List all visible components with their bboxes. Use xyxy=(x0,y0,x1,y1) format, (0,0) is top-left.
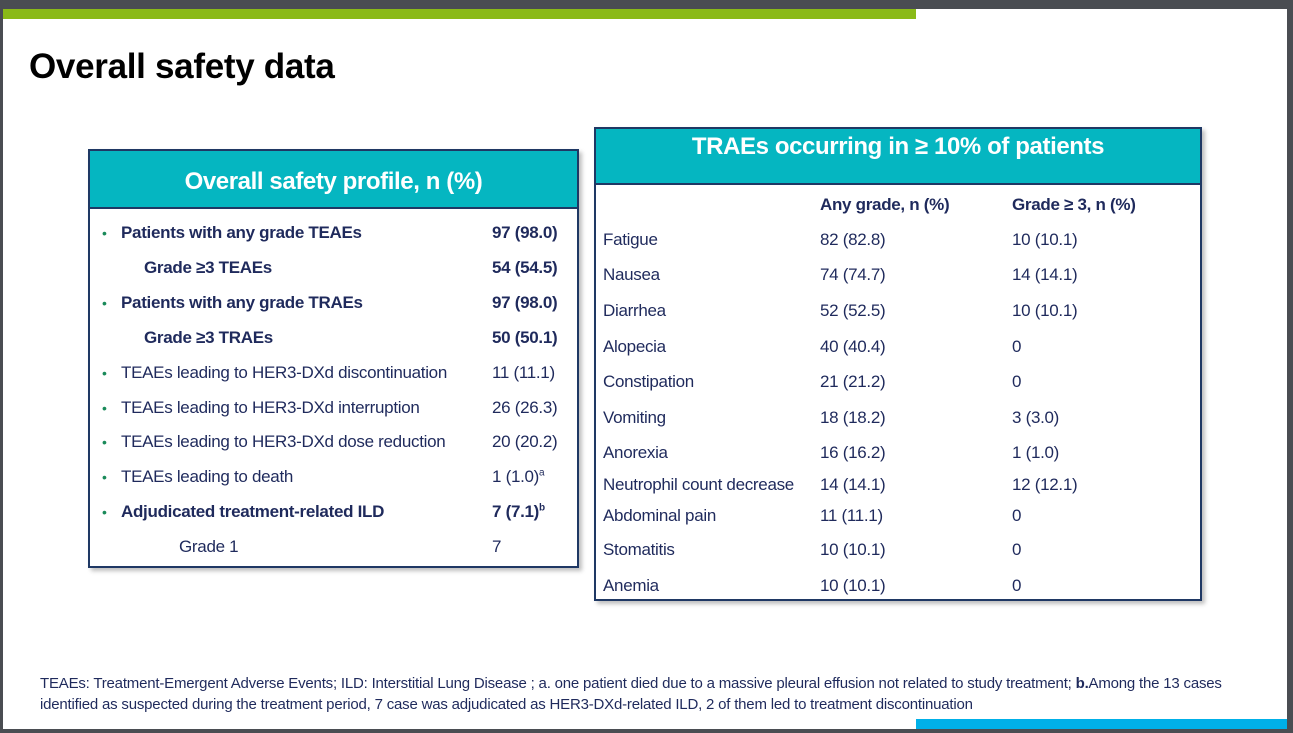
row-label: TEAEs leading to HER3-DXd dose reduction xyxy=(121,432,446,452)
event-value: 10 (10.1) xyxy=(1012,301,1078,320)
bullet-icon: • xyxy=(102,434,107,451)
event-name: Anorexia xyxy=(603,443,668,462)
row-value: 7 (7.1)b xyxy=(492,502,545,522)
row-label: TEAEs leading to HER3-DXd discontinuatio… xyxy=(121,362,447,382)
footnote: TEAEs: Treatment-Emergent Adverse Events… xyxy=(40,673,1260,715)
row-value: 11 (11.1) xyxy=(492,363,555,383)
value-text: 7 (7.1) xyxy=(492,502,540,522)
value-text: 20 (20.2) xyxy=(492,432,558,452)
row-label: Adjudicated treatment-related ILD xyxy=(121,502,385,522)
event-value: 40 (40.4) xyxy=(820,337,886,356)
event-name: Fatigue xyxy=(603,230,658,249)
event-name: Anemia xyxy=(603,576,659,595)
event-value: 0 xyxy=(1012,506,1022,525)
bullet-icon: • xyxy=(102,469,107,486)
safety-profile-header: Overall safety profile, n (%) xyxy=(90,151,577,209)
row-label: TEAEs leading to death xyxy=(121,467,294,487)
row-value: 97 (98.0) xyxy=(492,292,558,313)
row-value: 54 (54.5) xyxy=(492,257,558,278)
bullet-icon: • xyxy=(102,364,107,381)
footnote-text: TEAEs: Treatment-Emergent Adverse Events… xyxy=(40,675,1076,692)
slide: Overall safety data Overall safety profi… xyxy=(3,9,1287,729)
value-text: 97 (98.0) xyxy=(492,292,558,312)
event-value: 16 (16.2) xyxy=(820,443,886,462)
event-value: 74 (74.7) xyxy=(820,265,886,284)
bottom-accent-bar xyxy=(916,719,1287,729)
event-name: Diarrhea xyxy=(603,301,666,320)
column-header: Grade ≥ 3, n (%) xyxy=(1012,195,1136,214)
event-name: Alopecia xyxy=(603,337,666,356)
event-value: 14 (14.1) xyxy=(820,475,886,494)
footnote-marker: a xyxy=(539,467,545,479)
row-label: Patients with any grade TRAEs xyxy=(121,292,363,312)
event-value: 0 xyxy=(1012,372,1022,391)
event-value: 3 (3.0) xyxy=(1012,408,1060,427)
value-text: 54 (54.5) xyxy=(492,257,558,277)
event-value: 10 (10.1) xyxy=(820,576,886,595)
event-value: 11 (11.1) xyxy=(820,506,883,525)
event-value: 1 (1.0) xyxy=(1012,443,1060,462)
event-value: 0 xyxy=(1012,540,1022,559)
event-name: Neutrophil count decrease xyxy=(603,475,794,494)
event-value: 21 (21.2) xyxy=(820,372,886,391)
event-name: Constipation xyxy=(603,372,694,391)
row-label: Grade 1 xyxy=(179,537,239,557)
row-label: Grade ≥3 TEAEs xyxy=(144,257,272,277)
value-text: 11 (11.1) xyxy=(492,362,555,382)
value-text: 97 (98.0) xyxy=(492,223,558,242)
event-name: Vomiting xyxy=(603,408,666,427)
event-value: 52 (52.5) xyxy=(820,301,886,320)
value-text: 1 (1.0) xyxy=(492,467,540,487)
value-text: 26 (26.3) xyxy=(492,397,558,417)
row-value: 1 (1.0)a xyxy=(492,467,545,487)
bullet-icon: • xyxy=(102,399,107,416)
row-value: 26 (26.3) xyxy=(492,397,558,418)
row-value: 50 (50.1) xyxy=(492,327,558,348)
value-text: 50 (50.1) xyxy=(492,327,558,347)
row-label: TEAEs leading to HER3-DXd interruption xyxy=(121,397,420,417)
event-value: 82 (82.8) xyxy=(820,230,886,249)
value-text: 7 xyxy=(492,537,502,557)
event-name: Stomatitis xyxy=(603,540,675,559)
event-value: 10 (10.1) xyxy=(820,540,886,559)
event-value: 10 (10.1) xyxy=(1012,230,1078,249)
top-accent-bar xyxy=(3,9,916,19)
event-name: Abdominal pain xyxy=(603,506,716,525)
page-title: Overall safety data xyxy=(29,47,335,86)
event-name: Nausea xyxy=(603,265,660,284)
footnote-marker: b xyxy=(539,502,545,514)
row-value: 7 xyxy=(492,537,501,557)
event-value: 12 (12.1) xyxy=(1012,475,1078,494)
bullet-icon: • xyxy=(102,225,107,241)
traes-table: TRAEs occurring in ≥ 10% of patients Any… xyxy=(594,127,1202,601)
row-label: Patients with any grade TEAEs xyxy=(121,223,362,242)
row-label: Grade ≥3 TRAEs xyxy=(144,327,273,347)
event-value: 0 xyxy=(1012,576,1022,595)
row-value: 97 (98.0) xyxy=(492,223,558,243)
event-value: 18 (18.2) xyxy=(820,408,886,427)
column-header: Any grade, n (%) xyxy=(820,195,950,214)
bullet-icon: • xyxy=(102,504,107,521)
traes-header: TRAEs occurring in ≥ 10% of patients xyxy=(596,129,1200,185)
footnote-text-b: Among the 13 cases identified as suspect… xyxy=(40,675,1222,713)
row-value: 20 (20.2) xyxy=(492,432,558,452)
event-value: 0 xyxy=(1012,337,1022,356)
event-value: 14 (14.1) xyxy=(1012,265,1078,284)
safety-profile-table: Overall safety profile, n (%) • Patients … xyxy=(88,149,579,568)
footnote-b-label: b. xyxy=(1075,675,1089,692)
bullet-icon: • xyxy=(102,294,107,311)
